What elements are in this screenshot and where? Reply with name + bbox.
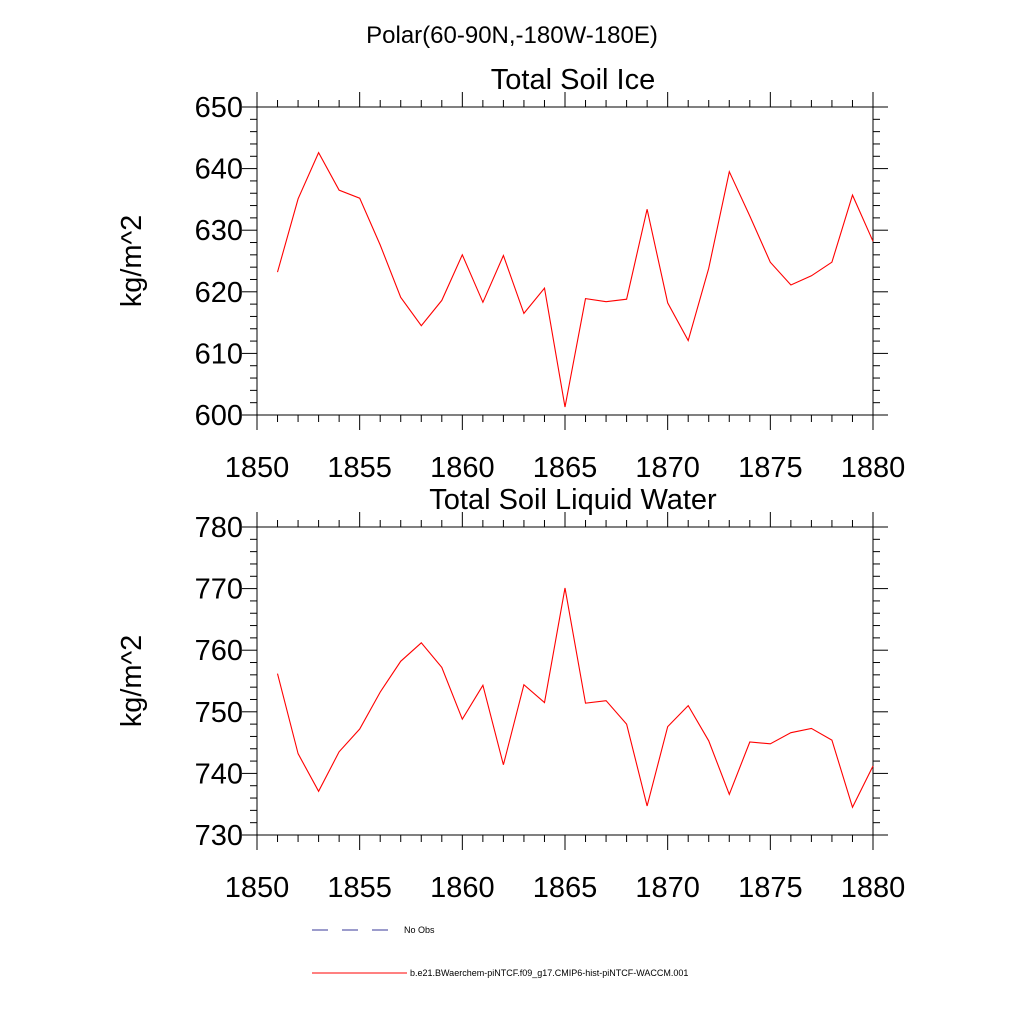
x-tick-label: 1855 xyxy=(327,872,392,904)
x-tick-label: 1850 xyxy=(225,872,290,904)
x-tick-label: 1860 xyxy=(430,872,495,904)
y-axis-label: kg/m^2 xyxy=(116,215,148,308)
x-tick-label: 1875 xyxy=(738,872,803,904)
y-tick-label: 750 xyxy=(195,697,243,729)
y-tick-label: 770 xyxy=(195,574,243,606)
y-tick-label: 730 xyxy=(195,820,243,852)
panel-total-soil-ice: Total Soil Ice kg/m^2 1850 1855 1860 1865 1870… xyxy=(116,64,905,484)
y-tick-label: 740 xyxy=(195,758,243,790)
y-tick-label: 620 xyxy=(195,277,243,309)
plot-frame xyxy=(256,526,874,836)
legend-no-obs-label: No Obs xyxy=(404,925,435,935)
y-tick-label: 640 xyxy=(195,154,243,186)
x-tick-label: 1870 xyxy=(635,452,700,484)
x-tick-label: 1860 xyxy=(430,452,495,484)
y-tick-label: 610 xyxy=(195,338,243,370)
y-tick-label: 600 xyxy=(195,400,243,432)
y-tick-label: 780 xyxy=(195,512,243,544)
panel-title: Total Soil Ice xyxy=(491,64,655,96)
x-tick-label: 1855 xyxy=(327,452,392,484)
panel-total-soil-liquid-water: Total Soil Liquid Water kg/m^2 1850 1855 186… xyxy=(116,484,905,904)
y-tick-label: 650 xyxy=(195,92,243,124)
x-tick-label: 1865 xyxy=(533,452,598,484)
legend: No Obs b.e21.BWaerchem-piNTCF.f09_g17.CM… xyxy=(312,925,688,978)
plot-frame xyxy=(256,106,874,416)
x-tick-label: 1880 xyxy=(841,872,906,904)
legend-model-label: b.e21.BWaerchem-piNTCF.f09_g17.CMIP6-his… xyxy=(410,968,688,978)
series-line xyxy=(276,587,874,809)
x-tick-label: 1850 xyxy=(225,452,290,484)
x-tick-label: 1880 xyxy=(841,452,906,484)
series-line xyxy=(276,151,874,408)
x-tick-label: 1875 xyxy=(738,452,803,484)
panel-title: Total Soil Liquid Water xyxy=(429,484,717,516)
figure-suptitle: Polar(60-90N,-180W-180E) xyxy=(366,22,658,49)
x-tick-label: 1865 xyxy=(533,872,598,904)
y-axis-label: kg/m^2 xyxy=(116,635,148,728)
y-tick-label: 760 xyxy=(195,635,243,667)
y-tick-label: 630 xyxy=(195,215,243,247)
x-tick-label: 1870 xyxy=(635,872,700,904)
